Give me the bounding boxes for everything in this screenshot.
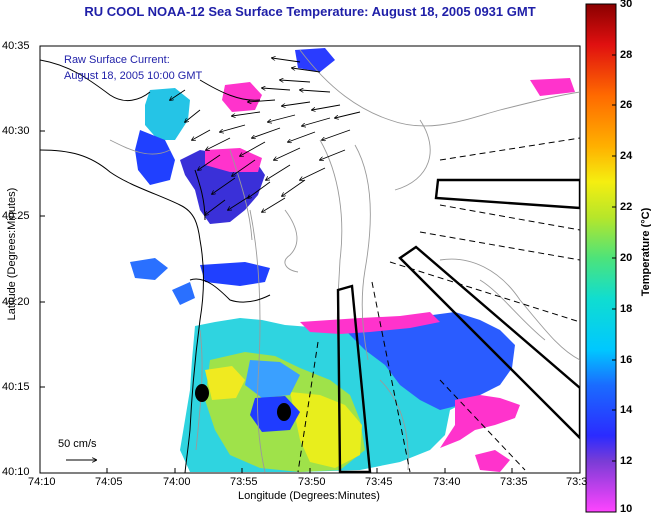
bathymetry-contours xyxy=(109,49,580,473)
x-tick: 74:00 xyxy=(163,476,191,488)
x-tick: 74:05 xyxy=(95,476,123,488)
corridor-southeast xyxy=(398,245,580,440)
sst-top-blue xyxy=(295,48,335,72)
colorbar-tick: 28 xyxy=(620,49,633,61)
colorbar-tick: 18 xyxy=(620,303,633,315)
axis-tick-marks xyxy=(39,45,513,474)
x-tick: 73:35 xyxy=(500,476,528,488)
sst-cold-patch xyxy=(440,395,520,448)
coastline xyxy=(40,59,271,473)
y-tick: 40:35 xyxy=(2,40,30,52)
y-tick: 40:10 xyxy=(2,466,30,478)
corridor-central xyxy=(336,284,372,473)
current-annotation-line1: Raw Surface Current: xyxy=(64,54,170,66)
y-tick: 40:30 xyxy=(2,125,30,137)
sst-left-blue xyxy=(130,258,168,280)
colorbar xyxy=(585,3,617,513)
corridor-north xyxy=(434,178,580,210)
x-tick: 73:45 xyxy=(365,476,393,488)
sst-top-magenta xyxy=(530,78,575,96)
colorbar-label: Temperature (°C) xyxy=(640,207,651,297)
y-axis-label: Latitude (Degrees:Minutes) xyxy=(6,187,18,321)
colorbar-tick: 22 xyxy=(620,201,633,213)
sst-field-yellow-2 xyxy=(205,366,245,400)
station-marker-1 xyxy=(195,384,209,402)
sst-field-blue xyxy=(345,312,515,410)
colorbar-tick: 24 xyxy=(620,150,633,162)
y-tick: 40:15 xyxy=(2,381,30,393)
colorbar-tick: 20 xyxy=(620,252,633,264)
x-tick: 74:10 xyxy=(28,476,56,488)
sst-left-blue-2 xyxy=(172,282,195,305)
x-tick: 73:55 xyxy=(230,476,258,488)
x-tick: 73:50 xyxy=(298,476,326,488)
sst-north-cyan xyxy=(145,88,190,140)
sst-field-yellow xyxy=(290,392,362,468)
sst-north-magenta xyxy=(222,82,262,112)
station-marker-2 xyxy=(277,403,291,421)
y-tick: 40:25 xyxy=(2,210,30,222)
colorbar-tick-marks xyxy=(612,3,616,513)
sst-cold-patch-3 xyxy=(475,450,510,472)
colorbar-tick: 12 xyxy=(620,455,633,467)
colorbar-tick: 10 xyxy=(620,503,633,515)
colorbar-tick: 14 xyxy=(620,404,633,416)
dashed-boundaries xyxy=(297,137,580,473)
current-vectors xyxy=(170,58,361,215)
x-tick: 73:3 xyxy=(566,476,588,488)
corridor-outlines xyxy=(336,178,580,473)
sst-north-blue xyxy=(135,130,175,185)
x-tick: 73:40 xyxy=(433,476,461,488)
map-title: RU COOL NOAA-12 Sea Surface Temperature:… xyxy=(84,4,536,19)
colorbar-tick: 16 xyxy=(620,354,633,366)
colorbar-tick: 26 xyxy=(620,99,633,111)
colorbar-tick: 30 xyxy=(620,0,633,10)
scale-label: 50 cm/s xyxy=(58,438,97,450)
y-tick: 40:20 xyxy=(2,296,30,308)
sst-mid-blue xyxy=(200,262,270,286)
x-axis-label: Longitude (Degrees:Minutes) xyxy=(238,490,380,502)
sst-cold-patch-2 xyxy=(300,312,440,334)
current-annotation-line2: August 18, 2005 10:00 GMT xyxy=(64,70,203,82)
